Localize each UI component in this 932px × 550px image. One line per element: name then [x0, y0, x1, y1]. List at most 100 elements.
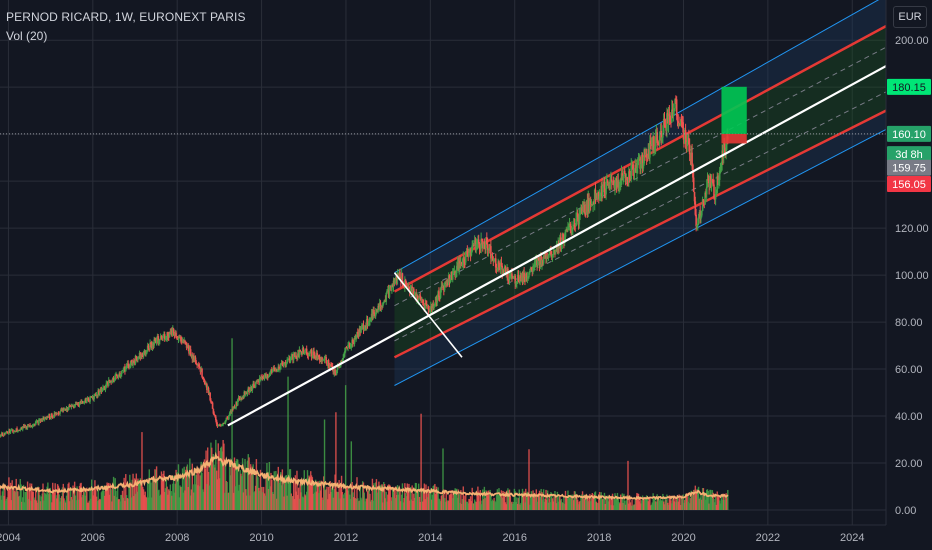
volume-bar [495, 494, 498, 510]
candle-body [504, 266, 507, 269]
candle-body [283, 361, 286, 364]
candle-body [65, 408, 68, 411]
volume-bar [390, 500, 392, 510]
candle-body [675, 99, 677, 101]
volume-bar [529, 504, 531, 510]
volume-bar [503, 497, 505, 510]
candle-body [1, 433, 4, 436]
candle-body [467, 254, 469, 257]
volume-bar [83, 492, 86, 510]
volume-bar [345, 486, 348, 510]
candle-body [661, 137, 663, 141]
volume-indicator-label[interactable]: Vol (20) [6, 29, 48, 43]
volume-bar [267, 488, 270, 510]
volume-bar [229, 475, 232, 510]
candle-body [418, 295, 421, 299]
candle-body [457, 262, 460, 271]
volume-bar [429, 490, 431, 510]
candle-body [305, 348, 307, 350]
volume-bar [1, 491, 4, 510]
candle-body [324, 357, 327, 358]
volume-bar [697, 486, 700, 510]
candle-body [163, 334, 165, 336]
volume-bar [720, 498, 722, 510]
price-tag-bg [887, 146, 931, 163]
candle-body [595, 193, 598, 199]
candle-body [187, 345, 190, 349]
volume-bar [333, 489, 335, 510]
candle-body [317, 355, 319, 359]
candle-body [378, 305, 380, 308]
volume-bar [4, 500, 7, 510]
candle-body [688, 138, 690, 145]
volume-bar [275, 498, 278, 510]
candle-body [486, 237, 488, 245]
candle-body [183, 340, 185, 343]
volume-bar [439, 499, 441, 510]
candle-body [440, 286, 443, 289]
volume-bar [192, 484, 194, 510]
volume-bar [681, 495, 684, 510]
volume-bar [676, 496, 679, 510]
volume-bar [541, 492, 543, 510]
candle-body [35, 420, 38, 422]
volume-bar [194, 484, 197, 510]
volume-bar [130, 497, 133, 510]
drawings[interactable] [0, 65, 887, 427]
volume-bar [716, 491, 718, 510]
x-tick-label: 2012 [334, 532, 358, 544]
volume-bar [207, 447, 209, 510]
volume-bar [529, 497, 532, 510]
volume-bar [54, 483, 56, 510]
candle-body [679, 119, 682, 124]
volume-bar [597, 503, 599, 510]
candle-body [89, 397, 91, 402]
volume-bar [329, 480, 331, 510]
volume-bar [421, 489, 423, 510]
candle-body [632, 169, 635, 174]
volume-bar [434, 483, 436, 510]
candle-body [651, 144, 654, 151]
candle-body [116, 376, 119, 378]
volume-bar [87, 502, 90, 510]
candle-body [180, 339, 183, 343]
volume-bar [643, 499, 645, 510]
volume-bar [346, 486, 348, 510]
volume-bar [707, 490, 710, 510]
volume-bar [208, 485, 211, 510]
volume-bar [437, 487, 439, 510]
volume-bar [611, 496, 613, 510]
volume-bar [34, 488, 37, 510]
volume-bar [561, 502, 563, 510]
volume-bar [469, 496, 472, 510]
volume-bar [514, 491, 516, 510]
candle-body [492, 258, 495, 262]
candle-body [279, 363, 282, 370]
candle-body [490, 246, 492, 259]
candle-body [208, 392, 211, 394]
candle-body [303, 352, 306, 354]
candle-body [321, 357, 323, 361]
candle-body [367, 324, 370, 326]
candle-body [222, 423, 224, 425]
volume-bar [683, 502, 685, 510]
volume-bar [601, 499, 603, 510]
regression-channel[interactable] [393, 0, 887, 386]
volume-bar [393, 487, 396, 510]
volume-bar [266, 462, 268, 510]
currency-selector[interactable]: EUR [893, 6, 927, 28]
candle-body [533, 261, 536, 267]
candle-body [282, 364, 284, 367]
volume-bar [701, 499, 703, 510]
candle-body [449, 279, 452, 283]
candle-body [498, 267, 501, 270]
volume-bar [379, 489, 382, 510]
candle-body [591, 203, 594, 205]
candle-body [333, 369, 336, 375]
volume-bar [334, 474, 336, 510]
candle-body [95, 394, 98, 396]
volume-bar [159, 494, 162, 510]
candle-body [572, 224, 575, 229]
